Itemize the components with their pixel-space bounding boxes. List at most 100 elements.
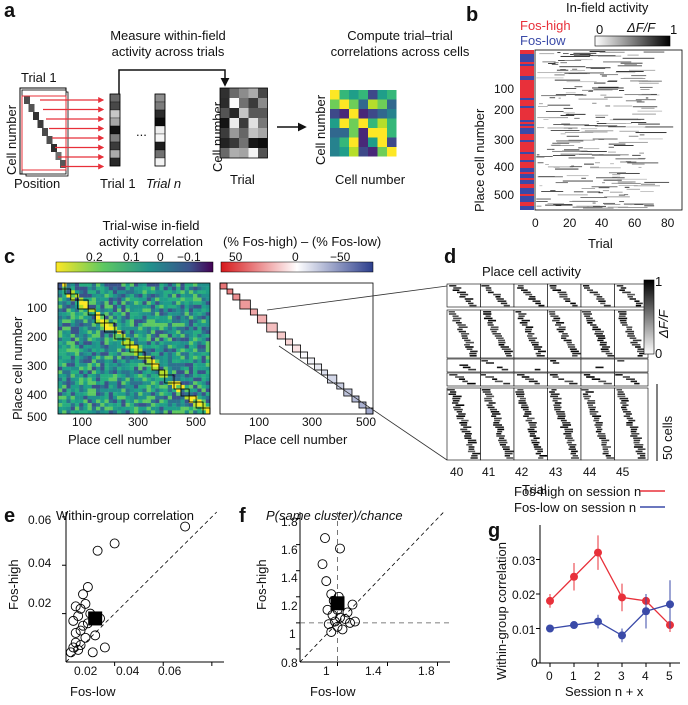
activity-mark	[624, 64, 637, 66]
heatmap-cell	[104, 388, 109, 393]
heatmap-cell	[129, 290, 135, 295]
heatmap-cell	[163, 315, 168, 320]
heatmap-cell	[108, 355, 114, 360]
heatmap-cell	[193, 373, 198, 378]
b-xtick: 0	[532, 216, 539, 230]
heatmap-cell	[58, 388, 63, 393]
panel-letter-f: f	[239, 505, 246, 527]
heatmap-cell	[138, 297, 143, 302]
heatmap-cell	[66, 370, 71, 375]
activity-stripe	[490, 411, 500, 413]
heatmap-cell	[150, 352, 156, 356]
heatmap-cell	[155, 359, 160, 364]
activity-cell	[42, 128, 48, 136]
activity-mark	[558, 60, 565, 61]
heatmap-cell	[62, 373, 67, 378]
heatmap-cell	[197, 333, 202, 338]
heatmap-cell	[104, 326, 109, 331]
activity-stripe	[499, 444, 507, 446]
vector-cell	[109, 93, 121, 103]
activity-stripe	[465, 346, 474, 348]
heatmap-cell	[62, 348, 67, 353]
heatmap-cell	[70, 304, 76, 309]
heatmap-cell	[167, 286, 173, 291]
corr-cell	[349, 109, 359, 119]
heatmap-cell	[121, 377, 126, 382]
heatmap-cell	[117, 293, 122, 298]
activity-stripe	[558, 326, 566, 328]
activity-mark	[550, 190, 556, 192]
heatmap-cell	[125, 344, 130, 349]
cluster-block	[285, 338, 293, 346]
activity-stripe	[491, 330, 497, 333]
activity-stripe	[602, 452, 609, 455]
trial-box	[580, 358, 615, 373]
heatmap-cell	[197, 315, 202, 320]
c-xtick-right: 100	[249, 415, 270, 429]
activity-stripe	[599, 344, 607, 346]
activity-mark	[563, 127, 578, 129]
trial-box	[446, 283, 481, 308]
fos-label-tick	[520, 154, 534, 156]
heatmap-cell	[58, 297, 63, 302]
heatmap-cell	[100, 370, 105, 375]
activity-stripe	[619, 313, 627, 315]
activity-stripe	[459, 296, 466, 298]
activity-stripe	[562, 424, 572, 426]
activity-stripe	[598, 380, 607, 383]
activity-stripe	[598, 433, 606, 435]
activity-stripe	[517, 389, 524, 391]
heatmap-cell	[201, 326, 206, 331]
heatmap-cell	[197, 297, 202, 302]
activity-stripe	[591, 378, 601, 380]
heatmap-cell	[163, 403, 168, 407]
heatmap-cell	[176, 395, 181, 400]
corr-cell	[368, 147, 378, 157]
activity-stripe	[447, 389, 455, 391]
heatmap-cell	[79, 319, 84, 324]
heatmap-cell	[142, 326, 147, 331]
activity-stripe	[602, 346, 611, 348]
activity-stripe	[462, 380, 468, 383]
heatmap-cell	[184, 308, 190, 313]
data-point	[78, 589, 88, 600]
activity-stripe	[595, 330, 604, 333]
activity-stripe	[626, 417, 633, 420]
heatmap-cell	[108, 301, 114, 306]
heatmap-cell	[146, 315, 152, 320]
heatmap-cell	[125, 337, 130, 342]
corr-cell	[339, 118, 349, 128]
corr-cell	[377, 137, 387, 147]
heatmap-cell	[62, 293, 67, 298]
heatmap-cell	[146, 403, 152, 407]
activity-mark	[608, 151, 616, 153]
activity-stripe	[622, 404, 629, 406]
data-point	[340, 614, 350, 624]
activity-stripe	[599, 437, 606, 439]
activity-stripe	[529, 426, 537, 428]
activity-mark	[595, 114, 609, 116]
heatmap-cell	[91, 312, 97, 316]
heatmap-cell	[70, 326, 76, 331]
activity-stripe	[605, 352, 613, 355]
activity-stripe	[465, 433, 472, 435]
heatmap-cell	[104, 301, 109, 306]
heatmap-cell	[125, 319, 130, 324]
activity-stripe	[506, 457, 514, 459]
heatmap-cell	[134, 373, 139, 378]
fos-label-tick	[520, 208, 534, 210]
activity-stripe	[458, 330, 467, 333]
activity-mark	[557, 52, 561, 54]
vector-cell	[109, 149, 121, 159]
heatmap-cell	[70, 333, 76, 338]
activity-mark	[572, 68, 578, 70]
heatmap-cell	[163, 337, 168, 342]
heatmap-cell	[121, 344, 126, 349]
heatmap-cell	[150, 308, 156, 313]
heatmap-cell	[146, 352, 152, 356]
heatmap-cell	[180, 366, 185, 371]
heatmap-cell	[205, 406, 211, 411]
activity-mark	[573, 52, 597, 54]
heatmap-cell	[74, 293, 80, 298]
fos-label-tick	[520, 62, 534, 64]
